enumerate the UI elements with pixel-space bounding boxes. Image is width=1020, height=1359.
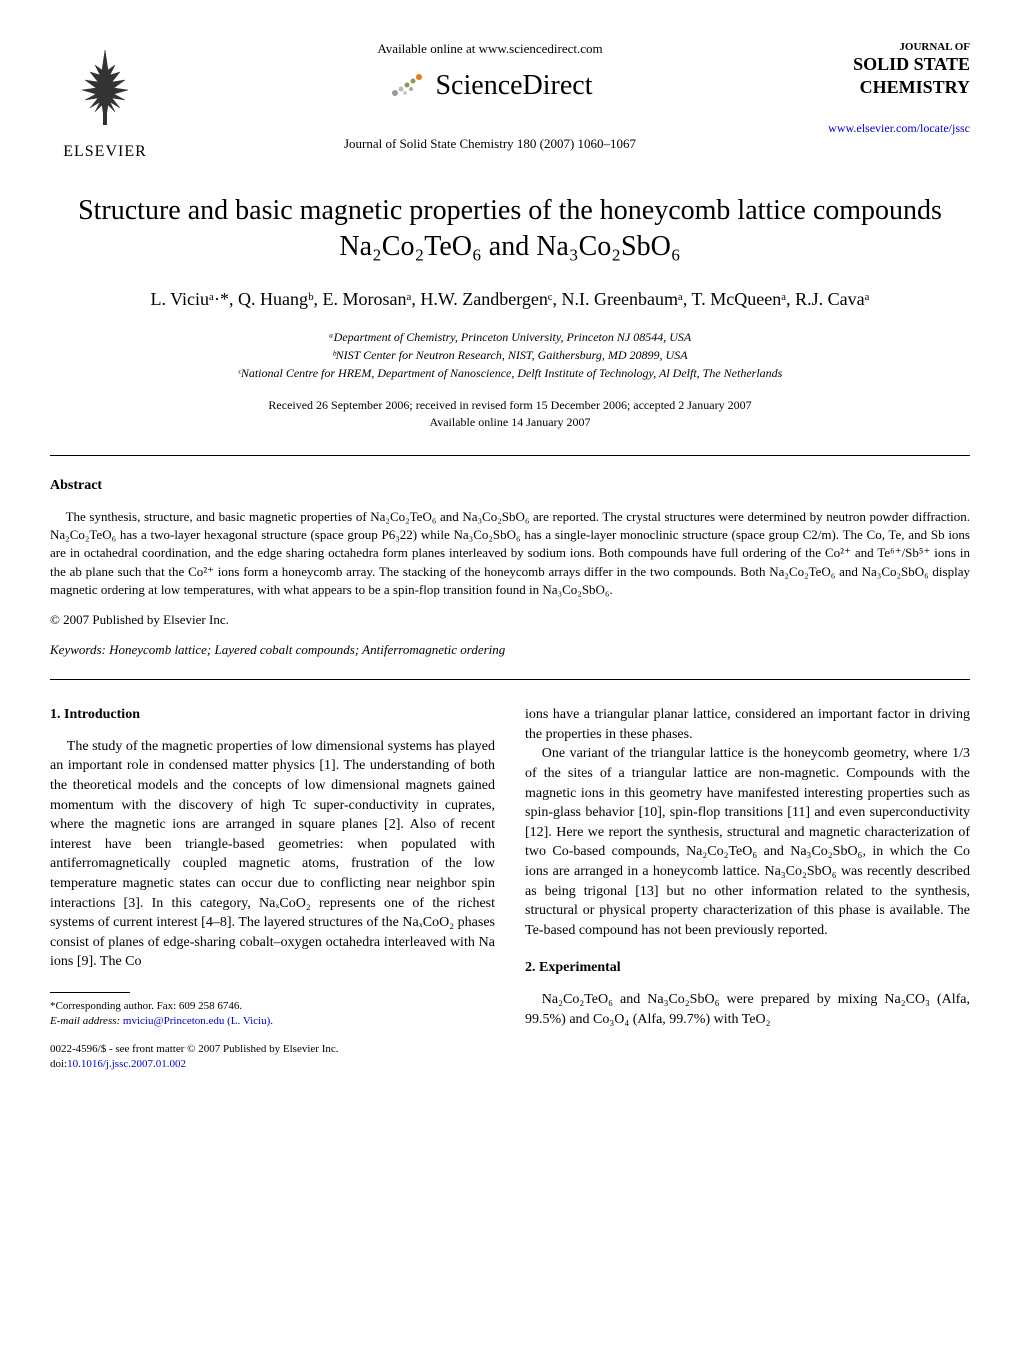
page-header: ELSEVIER Available online at www.science… [50, 40, 970, 163]
intro-paragraph-2: ions have a triangular planar lattice, c… [525, 705, 970, 744]
keywords-line: Keywords: Honeycomb lattice; Layered cob… [50, 641, 970, 659]
doi-line: doi:10.1016/j.jssc.2007.01.002 [50, 1057, 495, 1072]
intro-paragraph-3: One variant of the triangular lattice is… [525, 744, 970, 940]
divider [50, 679, 970, 680]
journal-homepage-link[interactable]: www.elsevier.com/locate/jssc [820, 120, 970, 137]
journal-of-label: JOURNAL OF [820, 40, 970, 55]
elsevier-label: ELSEVIER [50, 141, 160, 163]
abstract-copyright: © 2007 Published by Elsevier Inc. [50, 611, 970, 629]
front-matter-text: 0022-4596/$ - see front matter © 2007 Pu… [50, 1042, 495, 1057]
author-email-link[interactable]: mviciu@Princeton.edu (L. Viciu). [120, 1015, 273, 1027]
body-columns: 1. Introduction The study of the magneti… [50, 705, 970, 1072]
author-list: L. Viciuᵃ·*, Q. Huangᵇ, E. Morosanᵃ, H.W… [50, 286, 970, 313]
doi-label: doi: [50, 1058, 67, 1070]
header-center: Available online at www.sciencedirect.co… [160, 40, 820, 154]
solid-state-label: SOLID STATE [820, 55, 970, 75]
affiliation-b: ᵇNIST Center for Neutron Research, NIST,… [50, 346, 970, 364]
corresponding-author-note: *Corresponding author. Fax: 609 258 6746… [50, 999, 495, 1014]
journal-reference: Journal of Solid State Chemistry 180 (20… [180, 135, 800, 153]
experimental-paragraph-1: Na₂Co₂TeO₆ and Na₃Co₂SbO₆ were prepared … [525, 990, 970, 1029]
left-column: 1. Introduction The study of the magneti… [50, 705, 495, 1072]
divider [50, 455, 970, 456]
abstract-heading: Abstract [50, 476, 970, 496]
abstract-body: The synthesis, structure, and basic magn… [50, 508, 970, 599]
journal-brand: JOURNAL OF SOLID STATE CHEMISTRY www.els… [820, 40, 970, 137]
article-title: Structure and basic magnetic properties … [50, 193, 970, 266]
introduction-heading: 1. Introduction [50, 705, 495, 725]
available-online-text: Available online at www.sciencedirect.co… [180, 40, 800, 58]
affiliation-c: ᶜNational Centre for HREM, Department of… [50, 364, 970, 382]
article-dates: Received 26 September 2006; received in … [50, 397, 970, 431]
sciencedirect-text: ScienceDirect [435, 66, 592, 105]
sciencedirect-logo: ScienceDirect [180, 66, 800, 105]
affiliations-block: ᵃDepartment of Chemistry, Princeton Univ… [50, 328, 970, 382]
intro-paragraph-1: The study of the magnetic properties of … [50, 737, 495, 972]
email-label: E-mail address: [50, 1015, 120, 1027]
keywords-label: Keywords: [50, 642, 106, 657]
elsevier-tree-icon [60, 40, 150, 130]
right-column: ions have a triangular planar lattice, c… [525, 705, 970, 1072]
chemistry-label: CHEMISTRY [820, 75, 970, 100]
footnote-separator [50, 992, 130, 993]
publisher-logo: ELSEVIER [50, 40, 160, 163]
sciencedirect-icon [387, 71, 427, 101]
affiliation-a: ᵃDepartment of Chemistry, Princeton Univ… [50, 328, 970, 346]
received-date: Received 26 September 2006; received in … [50, 397, 970, 414]
doi-block: 0022-4596/$ - see front matter © 2007 Pu… [50, 1042, 495, 1073]
available-online-date: Available online 14 January 2007 [50, 414, 970, 431]
keywords-values: Honeycomb lattice; Layered cobalt compou… [106, 642, 505, 657]
email-note: E-mail address: mviciu@Princeton.edu (L.… [50, 1014, 495, 1029]
doi-link[interactable]: 10.1016/j.jssc.2007.01.002 [67, 1058, 186, 1070]
experimental-heading: 2. Experimental [525, 958, 970, 978]
